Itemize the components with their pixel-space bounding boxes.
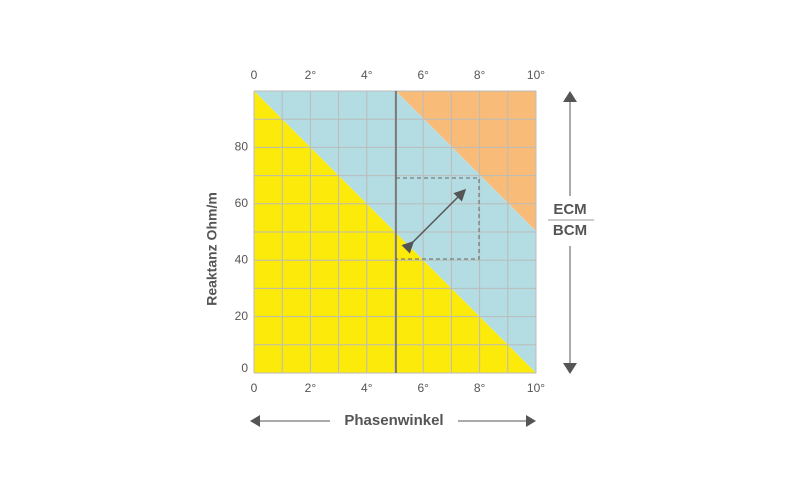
grid: [253, 90, 537, 374]
x-tick-label-top: 8°: [474, 68, 486, 82]
x-tick-label-top: 10°: [527, 68, 545, 82]
x-tick-label-top: 4°: [361, 68, 373, 82]
y-tick-label: 60: [235, 196, 249, 210]
ecm-label: ECM: [553, 201, 586, 218]
x-tick-label-bottom: 6°: [417, 381, 429, 395]
y-tick-label: 80: [235, 140, 249, 154]
x-axis-title: Phasenwinkel: [344, 412, 443, 429]
x-tick-label-top: 0: [251, 68, 258, 82]
arrow-head: [526, 415, 536, 427]
y-tick-label: 20: [235, 309, 249, 323]
shift-arrow: [401, 188, 467, 254]
arrow-head: [563, 91, 577, 102]
x-tick-label-bottom: 8°: [474, 381, 486, 395]
x-tick-label-top: 2°: [305, 68, 317, 82]
x-tick-label-bottom: 2°: [305, 381, 317, 395]
x-tick-label-bottom: 0: [251, 381, 258, 395]
y-tick-label: 0: [241, 361, 248, 375]
y-axis-title: Reaktanz Ohm/m: [204, 192, 220, 306]
x-tick-label-bottom: 4°: [361, 381, 373, 395]
dashed-box: [395, 177, 480, 260]
y-tick-label: 40: [235, 252, 249, 266]
ecm-region: [396, 91, 536, 231]
arrow-head: [250, 415, 260, 427]
x-tick-label-bottom: 10°: [527, 381, 545, 395]
arrow-head: [563, 363, 577, 374]
bcm-label: BCM: [553, 222, 587, 239]
x-tick-label-top: 6°: [417, 68, 429, 82]
